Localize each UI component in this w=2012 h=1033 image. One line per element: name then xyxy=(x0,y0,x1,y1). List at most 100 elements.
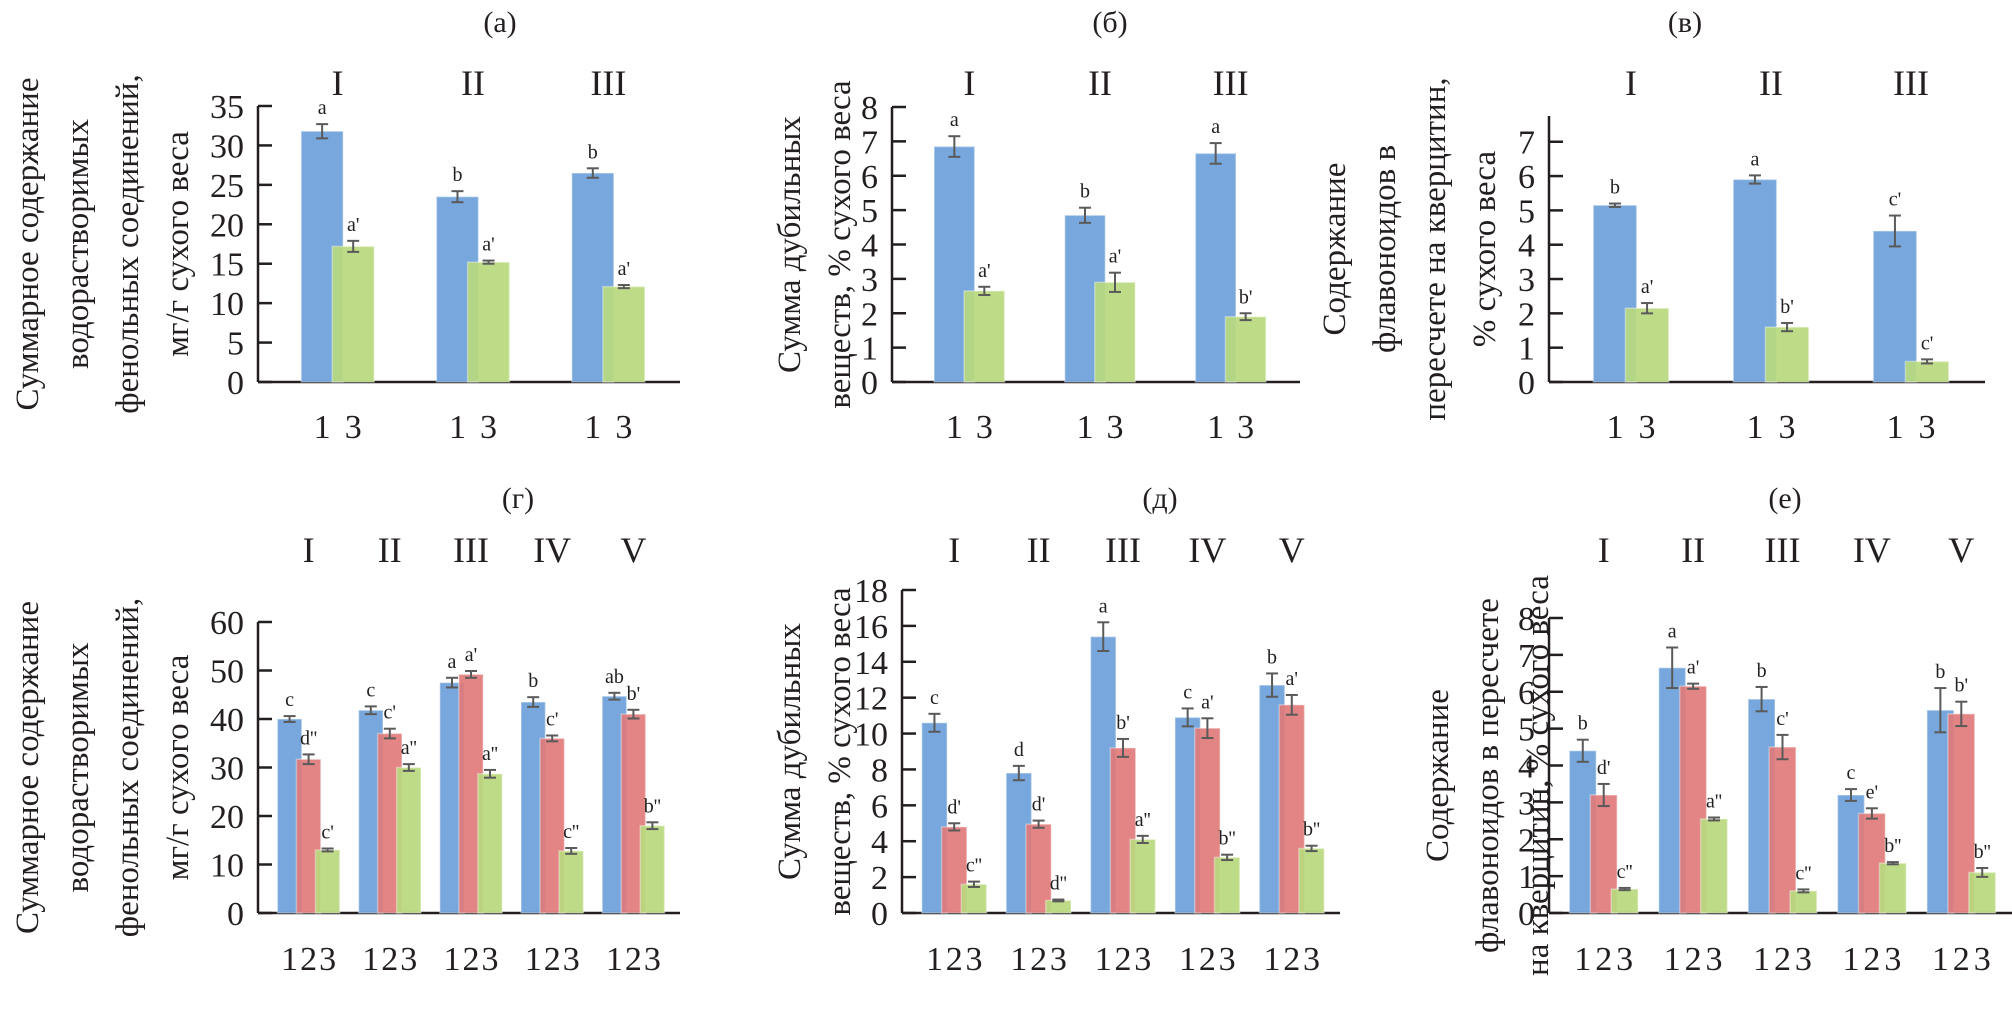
y-tick-label: 1 xyxy=(1518,859,1535,896)
significance-label: a'' xyxy=(401,737,417,759)
group-label: II xyxy=(461,63,485,103)
x-tick-label: 1 xyxy=(1264,941,1281,978)
y-axis-label-line: Суммарное содержание xyxy=(10,601,46,934)
y-tick-label: 2 xyxy=(1518,822,1535,859)
y-tick-label: 20 xyxy=(210,207,244,244)
x-tick-label: 1 xyxy=(525,941,542,978)
bar xyxy=(1298,847,1325,914)
group-label: I xyxy=(948,530,960,570)
y-axis-label-line: Содержание xyxy=(1317,163,1353,336)
y-tick-label: 6 xyxy=(1518,675,1535,712)
x-tick-label: 2 xyxy=(463,941,480,978)
y-tick-label: 5 xyxy=(861,193,878,230)
y-tick-label: 10 xyxy=(854,717,888,754)
bar xyxy=(1878,862,1907,914)
significance-label: d'' xyxy=(300,727,317,749)
y-tick-label: 5 xyxy=(1518,712,1535,749)
x-tick-label: 1 xyxy=(314,409,331,446)
significance-label: a' xyxy=(1109,246,1121,268)
panel-title: (е) xyxy=(1768,482,1801,515)
y-tick-label: 0 xyxy=(227,896,244,933)
significance-label: b xyxy=(1080,181,1090,203)
x-tick-label: 1 xyxy=(1753,941,1770,978)
x-tick-label: 3 xyxy=(345,409,362,446)
x-tick-label: 2 xyxy=(625,941,642,978)
y-axis-label-line: Суммарное содержание xyxy=(10,78,46,411)
y-tick-label: 1 xyxy=(861,331,878,368)
bar xyxy=(963,290,1006,383)
y-tick-label: 0 xyxy=(1518,365,1535,402)
bar xyxy=(1129,838,1157,914)
y-tick-label: 50 xyxy=(210,654,244,691)
x-tick-label: 1 xyxy=(1574,941,1591,978)
x-tick-label: 1 xyxy=(362,941,379,978)
y-tick-label: 7 xyxy=(861,124,878,161)
significance-label: e' xyxy=(1866,781,1878,803)
x-tick-label: 2 xyxy=(1595,941,1612,978)
significance-label: b xyxy=(452,164,462,186)
bar xyxy=(1699,818,1729,914)
group-label: III xyxy=(453,530,489,570)
significance-label: a' xyxy=(1201,691,1213,713)
y-tick-label: 35 xyxy=(210,89,244,126)
significance-label: b xyxy=(1578,713,1588,735)
x-tick-label: 1 xyxy=(449,409,466,446)
x-tick-label: 1 xyxy=(1932,941,1949,978)
group-label: I xyxy=(1625,63,1637,103)
significance-label: c xyxy=(285,689,294,711)
y-tick-label: 2 xyxy=(1518,296,1535,333)
group-label: V xyxy=(1279,530,1305,570)
x-tick-label: 3 xyxy=(615,409,632,446)
bar xyxy=(1224,315,1267,383)
y-tick-label: 6 xyxy=(871,788,888,825)
significance-label: a xyxy=(950,109,959,131)
x-tick-label: 2 xyxy=(946,941,963,978)
x-tick-label: 1 xyxy=(1606,409,1623,446)
significance-label: c'' xyxy=(966,855,982,877)
y-axis-label-line: % сухого веса xyxy=(1467,151,1503,348)
significance-label: b'' xyxy=(1219,828,1236,850)
bar xyxy=(1610,888,1639,914)
significance-label: c'' xyxy=(1617,861,1633,883)
significance-label: b' xyxy=(627,683,641,705)
y-tick-label: 25 xyxy=(210,168,244,205)
significance-label: a' xyxy=(1286,668,1298,690)
x-tick-label: 1 xyxy=(1207,409,1224,446)
y-axis-label-line: Сумма дубильных xyxy=(772,623,808,880)
x-tick-label: 3 xyxy=(1919,409,1936,446)
y-tick-label: 2 xyxy=(861,296,878,333)
panel-d: (д) Сумма дубильных веществ, % сухого веса… xyxy=(772,482,1340,978)
significance-label: b' xyxy=(1239,286,1253,308)
x-tick-label: 2 xyxy=(1685,941,1702,978)
x-tick-label: 3 xyxy=(1050,941,1067,978)
significance-label: a' xyxy=(1641,276,1653,298)
significance-label: b' xyxy=(1954,675,1968,697)
y-tick-label: 0 xyxy=(227,365,244,402)
significance-label: c' xyxy=(1776,708,1788,730)
y-axis-label-line: мг/г сухого веса xyxy=(160,131,196,357)
x-tick-label: 3 xyxy=(563,941,580,978)
bar xyxy=(466,261,511,383)
panel-b: (б) Сумма дубильных веществ, % сухого веса… xyxy=(772,6,1300,446)
bar xyxy=(1213,856,1241,914)
x-tick-label: 3 xyxy=(644,941,661,978)
y-tick-label: 2 xyxy=(871,860,888,897)
significance-label: c' xyxy=(384,702,396,724)
y-tick-label: 7 xyxy=(1518,125,1535,162)
significance-label: a' xyxy=(978,260,990,282)
panel-a: (а) Суммарное содержание водорастворимых фе… xyxy=(10,6,680,446)
significance-label: d' xyxy=(1597,757,1611,779)
bar xyxy=(639,824,666,914)
significance-label: d'' xyxy=(1050,873,1067,895)
y-tick-label: 5 xyxy=(227,326,244,363)
significance-label: a xyxy=(1750,148,1759,170)
significance-label: b xyxy=(1267,646,1277,668)
significance-label: d xyxy=(1014,739,1024,761)
significance-label: b xyxy=(1610,177,1620,199)
group-label: II xyxy=(1027,530,1051,570)
x-tick-label: 3 xyxy=(1616,941,1633,978)
significance-label: a'' xyxy=(1135,809,1151,831)
y-tick-label: 6 xyxy=(861,159,878,196)
y-tick-label: 15 xyxy=(210,247,244,284)
bar xyxy=(477,773,503,914)
